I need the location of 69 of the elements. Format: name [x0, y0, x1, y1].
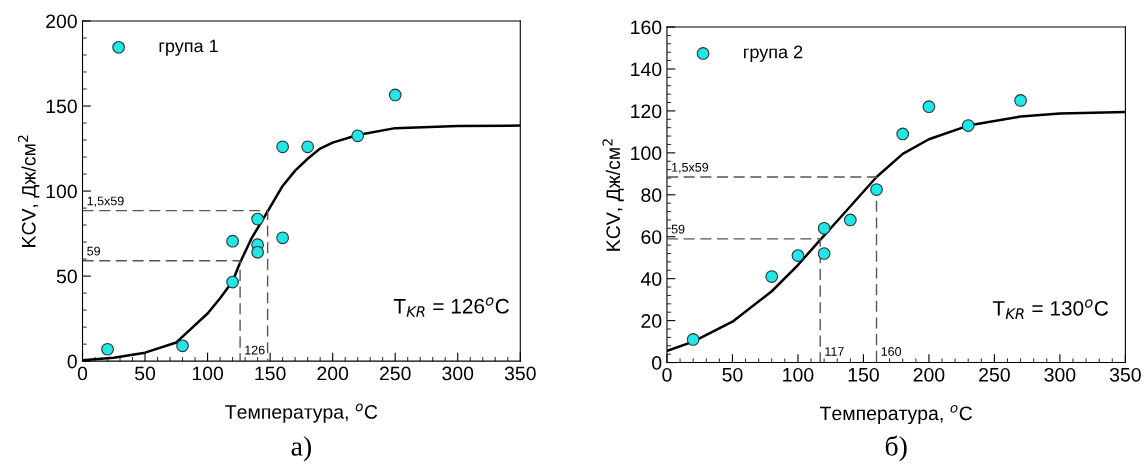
x-tick-label: 150 — [255, 366, 286, 381]
x-tick-label: 300 — [442, 366, 474, 381]
point — [870, 183, 883, 196]
point — [388, 88, 402, 102]
x-axis-title: Температура, $^{o}$C — [820, 404, 972, 425]
point — [101, 342, 114, 356]
y-tick-label: 0 — [67, 354, 77, 369]
annotation: 126 — [245, 345, 265, 355]
y-axis-title: KCV, Дж/см$^{2}$ — [602, 139, 624, 251]
y-tick-label: 50 — [56, 269, 77, 284]
y-tick-label: 20 — [641, 314, 662, 328]
y-tick-label: 150 — [46, 99, 77, 114]
x-tick-label: 200 — [913, 367, 945, 382]
annotation: 1,5x59 — [87, 196, 124, 207]
point — [817, 221, 831, 235]
y-axis-title: KCV, Дж/см$^{2}$ — [17, 135, 40, 247]
point — [351, 129, 365, 143]
point — [251, 212, 264, 226]
point — [686, 333, 700, 346]
point — [896, 127, 910, 141]
y-tick-label: 160 — [631, 20, 662, 35]
legend-label: група 2 — [744, 45, 803, 62]
y-tick-label: 0 — [652, 356, 662, 370]
y-tick-label: 200 — [46, 14, 77, 29]
y-tick-label: 40 — [640, 272, 662, 286]
x-tick-label: 50 — [722, 367, 743, 382]
point — [817, 247, 831, 260]
x-tick-label: 300 — [1044, 367, 1076, 382]
point — [226, 234, 239, 248]
annotation: 59 — [87, 246, 100, 256]
point — [276, 231, 290, 245]
point — [176, 339, 189, 353]
point — [765, 270, 779, 283]
y-tick-label: 120 — [631, 104, 662, 119]
point — [922, 100, 936, 114]
x-tick-label: 350 — [504, 366, 536, 381]
x-tick-label: 350 — [1109, 367, 1141, 382]
point — [843, 213, 857, 227]
point — [301, 140, 315, 154]
point — [1014, 94, 1027, 107]
x-tick-label: 200 — [317, 366, 349, 381]
y-tick-label: 140 — [631, 62, 662, 77]
text: а) — [291, 436, 311, 462]
point — [791, 249, 805, 262]
annotation: 1,5x59 — [672, 162, 709, 174]
y-tick-label: 100 — [46, 184, 77, 199]
x-axis-title: Температура, $^{o}$C — [225, 403, 378, 423]
annotation: 59 — [671, 224, 685, 234]
y-tick-label: 100 — [631, 146, 662, 161]
x-tick-label: 0 — [662, 367, 672, 382]
y-tick-label: 80 — [641, 188, 662, 203]
point — [226, 275, 239, 289]
x-tick-label: 150 — [848, 367, 879, 382]
x-tick-label: 100 — [192, 366, 224, 381]
point — [961, 119, 975, 132]
x-tick-label: 250 — [979, 367, 1010, 382]
x-tick-label: 250 — [379, 366, 411, 381]
point — [251, 245, 264, 259]
annotation: T$_{KR}$ = 130$^{o}$C — [992, 299, 1109, 319]
text: б) — [885, 435, 907, 462]
point — [276, 140, 290, 154]
annotation: T$_{KR}$ = 126$^{o}$C — [393, 297, 509, 317]
x-tick-label: 0 — [77, 366, 88, 381]
annotation: 117 — [825, 347, 844, 356]
y-tick-label: 60 — [641, 230, 662, 244]
x-tick-label: 100 — [783, 367, 814, 382]
legend-label: група 1 — [159, 39, 218, 56]
x-tick-label: 50 — [135, 366, 156, 381]
annotation: 160 — [881, 347, 902, 356]
